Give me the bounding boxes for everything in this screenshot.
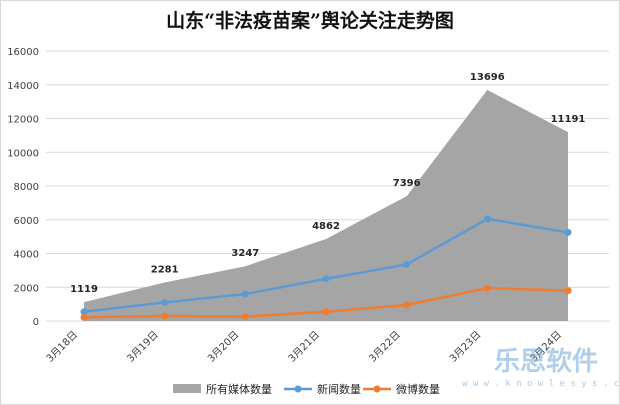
data-point xyxy=(80,313,88,321)
y-tick-label: 4000 xyxy=(14,250,39,261)
data-point xyxy=(322,308,330,316)
data-point xyxy=(403,301,411,309)
data-label: 1119 xyxy=(70,284,98,295)
x-tick-label: 3月20日 xyxy=(205,329,241,365)
legend-label: 新闻数量 xyxy=(317,382,361,396)
data-point xyxy=(483,284,491,292)
y-tick-label: 0 xyxy=(33,317,39,328)
data-point xyxy=(403,260,411,268)
data-point xyxy=(161,312,169,320)
data-label: 13696 xyxy=(470,72,505,83)
x-tick-label: 3月21日 xyxy=(286,329,322,365)
data-point xyxy=(483,215,491,223)
y-tick-label: 12000 xyxy=(7,115,39,126)
data-point xyxy=(241,290,249,298)
data-label: 11191 xyxy=(551,114,586,125)
watermark: 乐思软件 w w w . k n o w l e s y s . c n xyxy=(462,347,619,389)
watermark-url: w w w . k n o w l e s y s . c n xyxy=(462,379,619,389)
legend-swatch-area xyxy=(173,384,201,393)
data-point xyxy=(80,308,88,316)
chart-title: 山东“非法疫苗案”舆论关注走势图 xyxy=(166,9,454,32)
y-tick-label: 2000 xyxy=(14,283,39,294)
data-label: 7396 xyxy=(393,178,421,189)
legend-marker xyxy=(373,385,381,393)
x-tick-label: 3月22日 xyxy=(367,329,403,365)
watermark-text: 乐思软件 xyxy=(494,347,598,377)
legend-label: 微博数量 xyxy=(396,382,440,396)
data-point xyxy=(241,313,249,321)
legend-label: 所有媒体数量 xyxy=(206,382,272,396)
y-tick-label: 8000 xyxy=(14,182,39,193)
y-tick-label: 14000 xyxy=(7,81,39,92)
y-tick-label: 16000 xyxy=(7,47,39,58)
data-point xyxy=(322,275,330,283)
data-label: 2281 xyxy=(151,265,179,276)
data-point xyxy=(564,287,572,295)
x-tick-label: 3月19日 xyxy=(125,329,161,365)
data-point xyxy=(161,298,169,306)
y-tick-label: 6000 xyxy=(14,216,39,227)
x-tick-label: 3月23日 xyxy=(447,329,483,365)
area-series-all-media xyxy=(84,89,568,321)
x-tick-label: 3月18日 xyxy=(44,329,80,365)
data-point xyxy=(564,228,572,236)
data-label: 4862 xyxy=(312,221,340,232)
data-label: 3247 xyxy=(231,248,259,259)
y-tick-label: 10000 xyxy=(7,148,39,159)
legend-marker xyxy=(294,385,302,393)
